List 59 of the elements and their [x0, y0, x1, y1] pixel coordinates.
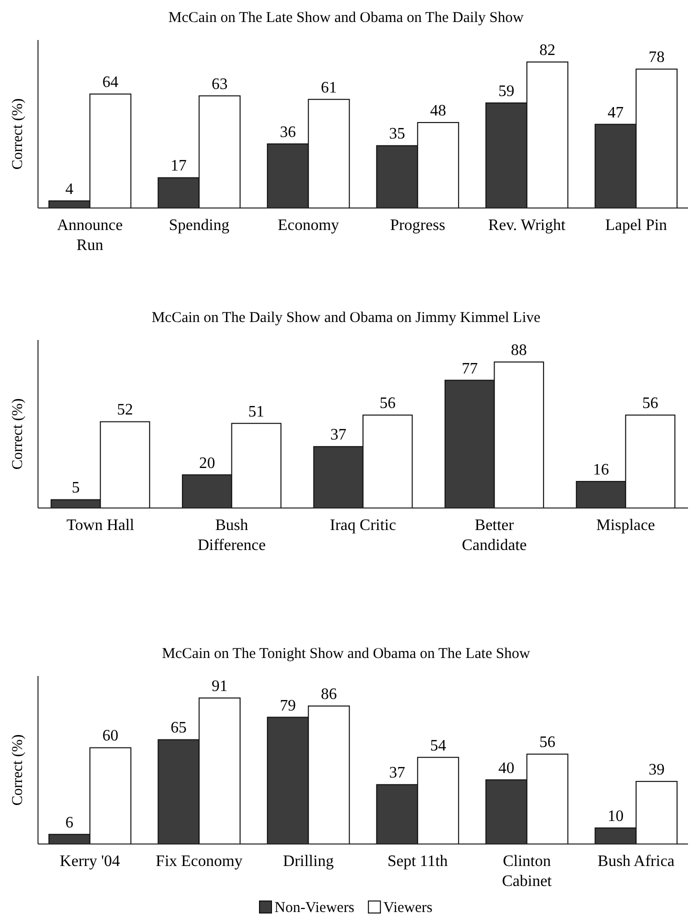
x-tick-label: Spending	[168, 217, 230, 234]
data-label: 36	[280, 124, 296, 141]
x-tick-label: Iraq Critic	[330, 517, 396, 534]
y-axis-title: Correct (%)	[10, 398, 26, 470]
x-tick-label: Announce Run	[57, 217, 123, 254]
x-tick-label: Clinton Cabinet	[502, 853, 552, 890]
data-label: 4	[65, 180, 74, 198]
data-label: 82	[539, 42, 556, 59]
data-label: 20	[199, 454, 216, 472]
x-tick-label: Bush Africa	[598, 853, 675, 870]
x-tick-label: Misplace	[596, 517, 655, 534]
data-label: 61	[320, 79, 337, 96]
chart-title: McCain on The Late Show and Obama on The Daily Show	[168, 10, 524, 26]
data-label: 88	[510, 342, 527, 359]
y-axis-title: Correct (%)	[10, 98, 26, 170]
data-label: 47	[608, 104, 624, 122]
data-label: 56	[642, 395, 658, 412]
data-label: 40	[498, 760, 514, 777]
x-tick-label: Drilling	[283, 853, 334, 870]
data-label: 5	[72, 480, 80, 497]
x-tick-label: Economy	[278, 217, 340, 234]
x-tick-label: Sept 11th	[387, 853, 448, 870]
x-tick-label: Progress	[390, 217, 446, 234]
data-label: 63	[212, 76, 228, 93]
data-label: 79	[280, 697, 296, 714]
legend-label: Non-Viewers	[274, 900, 355, 916]
data-label: 16	[593, 461, 610, 478]
x-tick-label: Town Hall	[66, 517, 135, 534]
data-label: 59	[498, 82, 514, 100]
data-label: 35	[389, 126, 406, 143]
x-tick-label: Better Candidate	[462, 517, 527, 554]
data-label: 56	[380, 395, 396, 412]
data-label: 56	[539, 734, 556, 752]
data-label: 60	[102, 728, 118, 745]
data-label: 86	[320, 686, 337, 704]
data-label: 6	[65, 814, 74, 832]
data-label: 64	[102, 74, 118, 92]
x-tick-label: Bush Difference	[198, 517, 266, 554]
x-tick-label: Kerry '04	[60, 853, 120, 870]
data-label: 51	[248, 403, 264, 420]
data-label: 48	[430, 102, 446, 120]
data-label: 91	[212, 678, 228, 695]
data-label: 54	[430, 737, 446, 754]
data-label: 39	[648, 761, 665, 778]
chart-title: McCain on The Tonight Show and Obama on The Late Show	[162, 646, 530, 662]
data-label: 65	[170, 720, 187, 737]
chart-title: McCain on The Daily Show and Obama on Jimmy Kimmel Live	[152, 310, 541, 326]
data-label: 52	[116, 402, 133, 419]
data-label: 10	[608, 808, 624, 825]
data-label: 17	[170, 158, 187, 175]
x-tick-label: Lapel Pin	[605, 217, 667, 234]
x-tick-label: Fix Economy	[156, 853, 242, 870]
data-label: 78	[648, 49, 665, 66]
x-tick-label: Rev. Wright	[488, 217, 566, 234]
y-axis-title: Correct (%)	[10, 734, 26, 806]
legend-label: Viewers	[383, 900, 433, 916]
data-label: 77	[462, 360, 478, 378]
data-label: 37	[330, 426, 346, 444]
data-label: 37	[389, 764, 406, 782]
